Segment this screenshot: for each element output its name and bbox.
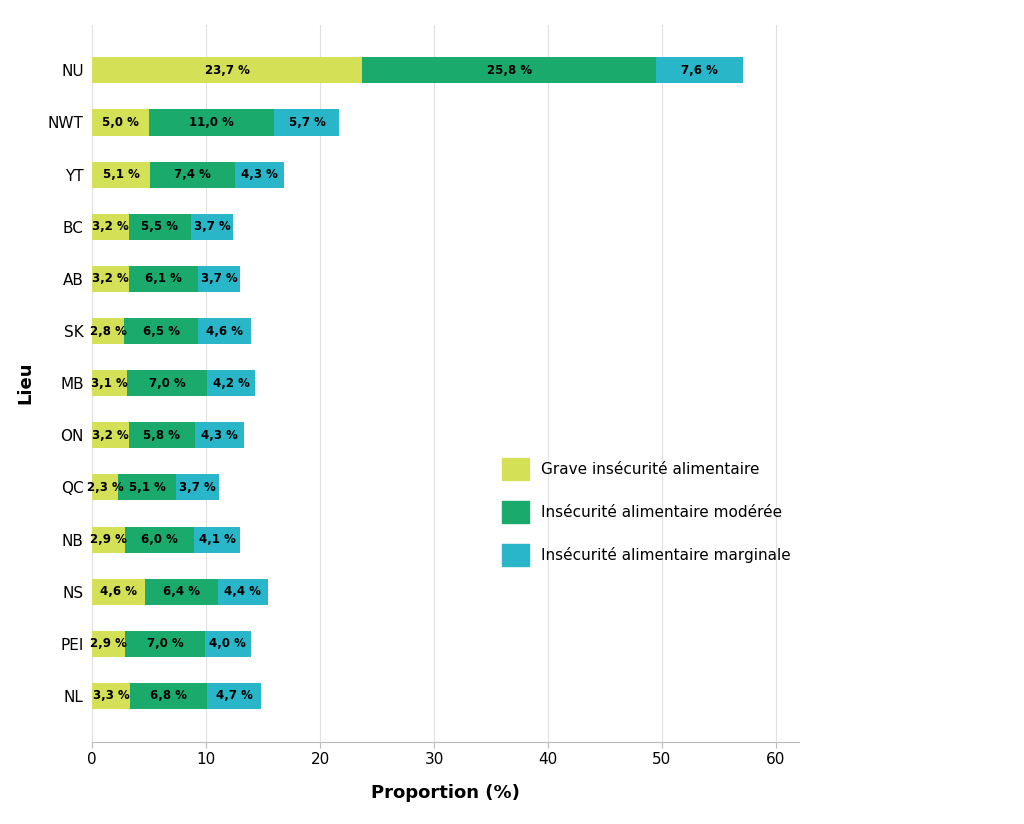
- Bar: [92, 318, 124, 344]
- Text: 6,1 %: 6,1 %: [145, 273, 182, 285]
- Text: 4,6 %: 4,6 %: [206, 325, 243, 338]
- Bar: [207, 370, 255, 396]
- Text: 7,6 %: 7,6 %: [681, 63, 718, 77]
- Y-axis label: Lieu: Lieu: [16, 362, 34, 405]
- Text: 4,0 %: 4,0 %: [209, 637, 246, 650]
- Text: 5,8 %: 5,8 %: [143, 428, 180, 442]
- Text: 4,7 %: 4,7 %: [216, 690, 253, 703]
- Bar: [151, 162, 234, 188]
- Bar: [194, 527, 241, 553]
- Bar: [92, 213, 129, 240]
- Bar: [92, 162, 151, 188]
- Text: 3,1 %: 3,1 %: [91, 377, 128, 390]
- Text: 25,8 %: 25,8 %: [486, 63, 531, 77]
- Bar: [125, 527, 194, 553]
- Bar: [195, 422, 244, 448]
- Bar: [129, 213, 191, 240]
- Bar: [207, 683, 261, 709]
- Bar: [205, 631, 251, 657]
- Bar: [144, 578, 217, 605]
- Bar: [130, 683, 207, 709]
- Bar: [124, 318, 199, 344]
- Text: 4,3 %: 4,3 %: [241, 168, 278, 181]
- Bar: [362, 58, 656, 83]
- Text: 3,2 %: 3,2 %: [92, 273, 129, 285]
- Bar: [234, 162, 284, 188]
- Text: 3,3 %: 3,3 %: [92, 690, 129, 703]
- Text: 6,5 %: 6,5 %: [142, 325, 179, 338]
- Bar: [92, 422, 129, 448]
- Bar: [92, 58, 362, 83]
- Text: 6,4 %: 6,4 %: [163, 585, 200, 598]
- Bar: [92, 578, 144, 605]
- Bar: [125, 631, 205, 657]
- Text: 3,2 %: 3,2 %: [92, 220, 129, 233]
- Text: 7,0 %: 7,0 %: [146, 637, 183, 650]
- Text: 4,4 %: 4,4 %: [224, 585, 261, 598]
- Bar: [217, 578, 267, 605]
- Bar: [119, 475, 176, 500]
- Text: 2,9 %: 2,9 %: [90, 533, 127, 546]
- Bar: [92, 475, 119, 500]
- Text: 4,1 %: 4,1 %: [199, 533, 236, 546]
- Bar: [92, 683, 130, 709]
- Bar: [656, 58, 742, 83]
- Bar: [92, 527, 125, 553]
- Text: 5,5 %: 5,5 %: [141, 220, 178, 233]
- Bar: [199, 266, 241, 292]
- Text: 7,4 %: 7,4 %: [174, 168, 211, 181]
- Text: 2,3 %: 2,3 %: [87, 481, 124, 494]
- Text: 5,1 %: 5,1 %: [129, 481, 166, 494]
- Text: 2,9 %: 2,9 %: [90, 637, 127, 650]
- Bar: [127, 370, 207, 396]
- Text: 3,7 %: 3,7 %: [179, 481, 216, 494]
- Text: 23,7 %: 23,7 %: [205, 63, 250, 77]
- Bar: [150, 110, 274, 135]
- Bar: [92, 370, 127, 396]
- Text: 5,7 %: 5,7 %: [289, 116, 326, 129]
- Bar: [129, 266, 198, 292]
- Text: 4,6 %: 4,6 %: [100, 585, 137, 598]
- Bar: [92, 110, 150, 135]
- Text: 3,7 %: 3,7 %: [201, 273, 238, 285]
- Text: 3,2 %: 3,2 %: [92, 428, 129, 442]
- Text: 5,0 %: 5,0 %: [102, 116, 139, 129]
- Text: 4,3 %: 4,3 %: [201, 428, 238, 442]
- Text: 6,0 %: 6,0 %: [141, 533, 178, 546]
- Bar: [92, 266, 129, 292]
- Bar: [199, 318, 251, 344]
- Text: 5,1 %: 5,1 %: [102, 168, 139, 181]
- Legend: Grave insécurité alimentaire, Insécurité alimentaire modérée, Insécurité aliment: Grave insécurité alimentaire, Insécurité…: [502, 458, 792, 566]
- Text: 4,2 %: 4,2 %: [213, 377, 250, 390]
- Text: 6,8 %: 6,8 %: [150, 690, 187, 703]
- Bar: [92, 631, 125, 657]
- X-axis label: Proportion (%): Proportion (%): [371, 784, 520, 802]
- Text: 3,7 %: 3,7 %: [194, 220, 230, 233]
- Text: 2,8 %: 2,8 %: [90, 325, 127, 338]
- Bar: [191, 213, 233, 240]
- Bar: [129, 422, 195, 448]
- Text: 11,0 %: 11,0 %: [189, 116, 234, 129]
- Bar: [176, 475, 219, 500]
- Bar: [274, 110, 340, 135]
- Text: 7,0 %: 7,0 %: [150, 377, 185, 390]
